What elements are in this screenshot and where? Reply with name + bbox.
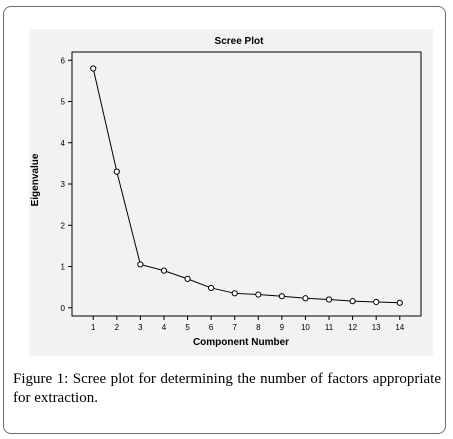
figure-caption: Figure 1: Scree plot for determining the… xyxy=(13,370,441,408)
x-tick-label: 12 xyxy=(348,323,357,332)
x-tick-label: 8 xyxy=(256,323,261,332)
y-tick-label: 6 xyxy=(61,56,66,65)
x-tick-label: 6 xyxy=(209,323,214,332)
data-point xyxy=(373,298,380,306)
data-point xyxy=(302,295,309,302)
x-tick-label: 4 xyxy=(162,323,167,332)
y-tick-label: 1 xyxy=(61,263,66,272)
chart-title: Scree Plot xyxy=(215,36,265,47)
data-point xyxy=(255,291,262,298)
data-point xyxy=(396,299,403,306)
y-tick-label: 0 xyxy=(61,304,66,313)
x-tick-label: 9 xyxy=(280,323,285,332)
x-tick-label: 10 xyxy=(301,323,310,332)
y-tick-label: 3 xyxy=(61,180,66,189)
data-point xyxy=(113,168,120,175)
y-tick-label: 2 xyxy=(61,221,66,230)
data-point xyxy=(231,290,238,297)
x-tick-label: 13 xyxy=(372,323,381,332)
x-axis-label: Component Number xyxy=(193,337,289,348)
y-axis-label: Eigenvalue xyxy=(30,153,41,206)
scree-plot-chart: Scree Plot Eigenvalue Component Number 0… xyxy=(30,36,422,348)
y-tick-label: 4 xyxy=(61,139,66,148)
x-tick-label: 3 xyxy=(138,323,143,332)
figure-caption-text: Scree plot for determining the number of… xyxy=(13,371,441,406)
data-point xyxy=(90,65,97,72)
x-tick-label: 14 xyxy=(395,323,404,332)
data-point xyxy=(349,298,356,305)
data-point xyxy=(184,275,191,282)
figure-label: Figure 1: xyxy=(13,371,69,387)
x-tick-label: 5 xyxy=(185,323,190,332)
data-point xyxy=(325,296,333,303)
data-point xyxy=(160,267,168,274)
x-tick-label: 11 xyxy=(325,323,334,332)
series-line xyxy=(92,68,400,304)
x-tick-label: 7 xyxy=(232,323,237,332)
plot-area-border xyxy=(71,51,422,317)
y-tick-label: 5 xyxy=(61,98,66,107)
x-tick-label: 2 xyxy=(115,323,120,332)
data-point xyxy=(137,261,144,268)
data-point xyxy=(208,284,215,292)
x-tick-label: 1 xyxy=(91,323,96,332)
data-point xyxy=(278,293,285,300)
